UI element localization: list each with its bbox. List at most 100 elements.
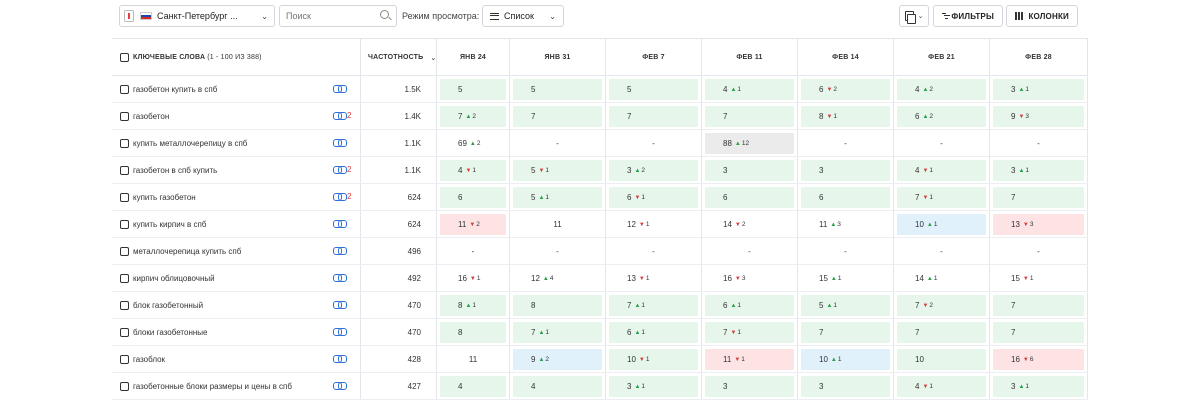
- position-number: 16: [723, 274, 732, 283]
- position-down-change: ▼1: [734, 356, 745, 363]
- row-checkbox[interactable]: [120, 381, 129, 391]
- search-input[interactable]: [279, 5, 397, 27]
- date-column-header[interactable]: ФЕВ 7: [606, 39, 702, 76]
- position-value: 10: [897, 349, 986, 370]
- position-down-change: ▼2: [826, 86, 837, 93]
- position-cell: 7 ▲1: [510, 319, 606, 345]
- position-up-change: ▲1: [538, 329, 549, 336]
- change-value: 2: [929, 86, 934, 93]
- date-column-header[interactable]: ФЕВ 11: [702, 39, 798, 76]
- keyword-text: купить кирпич в спб: [133, 219, 207, 229]
- row-checkbox[interactable]: [120, 273, 129, 283]
- position-value: 4: [440, 376, 506, 397]
- keyword-range-label: (1 - 100 ИЗ 388): [207, 54, 262, 61]
- position-value: 13 ▼1: [609, 268, 698, 289]
- link-icon[interactable]: [333, 301, 347, 309]
- position-value: 69 ▲2: [440, 133, 506, 154]
- select-all-checkbox[interactable]: [120, 53, 129, 62]
- position-value: -: [897, 133, 986, 154]
- position-number: 3: [819, 382, 824, 391]
- row-checkbox[interactable]: [120, 327, 129, 337]
- position-value: 6 ▲2: [897, 106, 986, 127]
- position-value: 3 ▲2: [609, 160, 698, 181]
- change-value: 3: [837, 221, 841, 228]
- row-checkbox[interactable]: [120, 165, 129, 175]
- date-column-header[interactable]: ФЕВ 21: [894, 39, 990, 76]
- change-value: 1: [545, 194, 550, 201]
- position-number: 4: [915, 382, 920, 391]
- row-checkbox[interactable]: [120, 300, 129, 310]
- keyword-column-header[interactable]: КЛЮЧЕВЫЕ СЛОВА (1 - 100 ИЗ 388): [112, 39, 361, 76]
- position-cell: 5: [437, 76, 510, 102]
- position-cell: 5 ▲1: [798, 292, 894, 318]
- link-icon[interactable]: [333, 193, 347, 201]
- triangle-up-icon: ▲: [538, 357, 545, 363]
- date-column-header[interactable]: ФЕВ 28: [990, 39, 1088, 76]
- keyword-text: газобетонные блоки размеры и цены в спб: [133, 381, 292, 391]
- position-cell: 7 ▼1: [894, 184, 990, 210]
- link-icon[interactable]: [333, 274, 347, 282]
- link-icon[interactable]: [333, 139, 347, 147]
- copy-button[interactable]: ⌄: [899, 5, 929, 27]
- position-number: 7: [915, 328, 920, 337]
- position-cell: 5: [510, 76, 606, 102]
- position-down-change: ▼3: [735, 275, 746, 282]
- link-icon[interactable]: [333, 112, 347, 120]
- row-checkbox[interactable]: [120, 192, 129, 202]
- position-down-change: ▼1: [634, 194, 645, 201]
- position-number: 6: [915, 112, 920, 121]
- row-checkbox[interactable]: [120, 138, 129, 148]
- position-cell: 12 ▲4: [510, 265, 606, 291]
- position-cell: 7: [990, 184, 1088, 210]
- position-cell: 7: [990, 292, 1088, 318]
- change-value: 1: [641, 302, 646, 309]
- triangle-down-icon: ▼: [638, 276, 645, 282]
- position-up-change: ▲1: [730, 86, 741, 93]
- date-column-header[interactable]: ЯНВ 31: [510, 39, 606, 76]
- position-cell: 7 ▼2: [894, 292, 990, 318]
- link-icon[interactable]: [333, 220, 347, 228]
- change-value: 1: [837, 356, 842, 363]
- row-checkbox[interactable]: [120, 84, 129, 94]
- row-checkbox[interactable]: [120, 354, 129, 364]
- columns-button[interactable]: КОЛОНКИ: [1006, 5, 1078, 27]
- position-up-change: ▲1: [538, 194, 549, 201]
- position-number: 6: [723, 301, 728, 310]
- triangle-up-icon: ▲: [1018, 87, 1025, 93]
- date-column-header[interactable]: ЯНВ 24: [437, 39, 510, 76]
- triangle-up-icon: ▲: [1018, 168, 1025, 174]
- position-cell: 4: [510, 373, 606, 399]
- position-down-change: ▼1: [826, 113, 837, 120]
- filters-button[interactable]: ФИЛЬТРЫ: [933, 5, 1003, 27]
- link-icon[interactable]: [333, 85, 347, 93]
- position-cell: 6: [702, 184, 798, 210]
- triangle-up-icon: ▲: [634, 303, 641, 309]
- position-cell: 11 ▼2: [437, 211, 510, 237]
- position-value: 7: [609, 106, 698, 127]
- position-up-change: ▲1: [927, 275, 938, 282]
- link-icon[interactable]: [333, 382, 347, 390]
- position-up-change: ▲2: [465, 113, 476, 120]
- position-number: 14: [723, 220, 732, 229]
- position-number: -: [844, 139, 847, 148]
- change-value: 3: [1025, 113, 1030, 120]
- change-value: 1: [933, 275, 938, 282]
- link-icon[interactable]: [333, 355, 347, 363]
- position-cell: 11 ▲3: [798, 211, 894, 237]
- frequency-column-header[interactable]: ЧАСТОТНОСТЬ ⌄: [361, 39, 437, 76]
- position-number: 11: [458, 220, 467, 229]
- position-value: 3 ▲1: [993, 79, 1084, 100]
- position-down-change: ▼1: [730, 329, 741, 336]
- row-checkbox[interactable]: [120, 111, 129, 121]
- change-value: 2: [472, 113, 477, 120]
- region-select[interactable]: Санкт-Петербург ... ⌄: [119, 5, 275, 27]
- view-mode-select[interactable]: Список ⌄: [482, 5, 564, 27]
- row-checkbox[interactable]: [120, 219, 129, 229]
- link-icon[interactable]: [333, 328, 347, 336]
- date-column-header[interactable]: ФЕВ 14: [798, 39, 894, 76]
- link-icon[interactable]: [333, 247, 347, 255]
- link-icon[interactable]: [333, 166, 347, 174]
- position-value: -: [801, 133, 890, 154]
- change-value: 1: [929, 167, 934, 174]
- row-checkbox[interactable]: [120, 246, 129, 256]
